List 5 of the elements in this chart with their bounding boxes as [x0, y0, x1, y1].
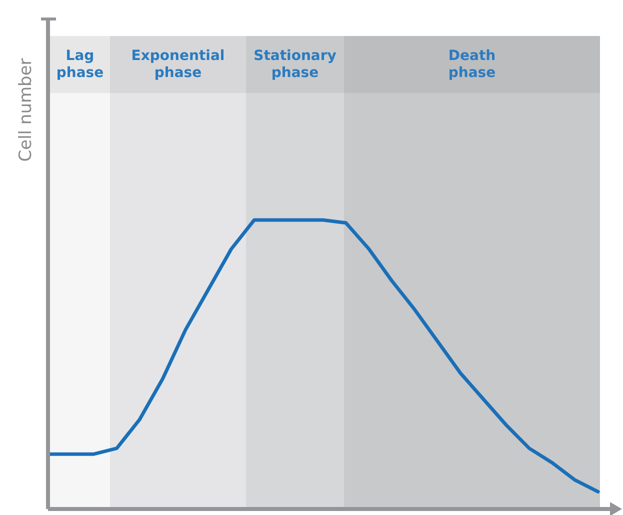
text: Death phase: [448, 48, 496, 81]
text: Lag phase: [56, 48, 104, 81]
text: Exponential phase: [131, 48, 225, 81]
y-axis-title: Cell number: [16, 58, 36, 162]
text: Stationary phase: [254, 48, 336, 81]
